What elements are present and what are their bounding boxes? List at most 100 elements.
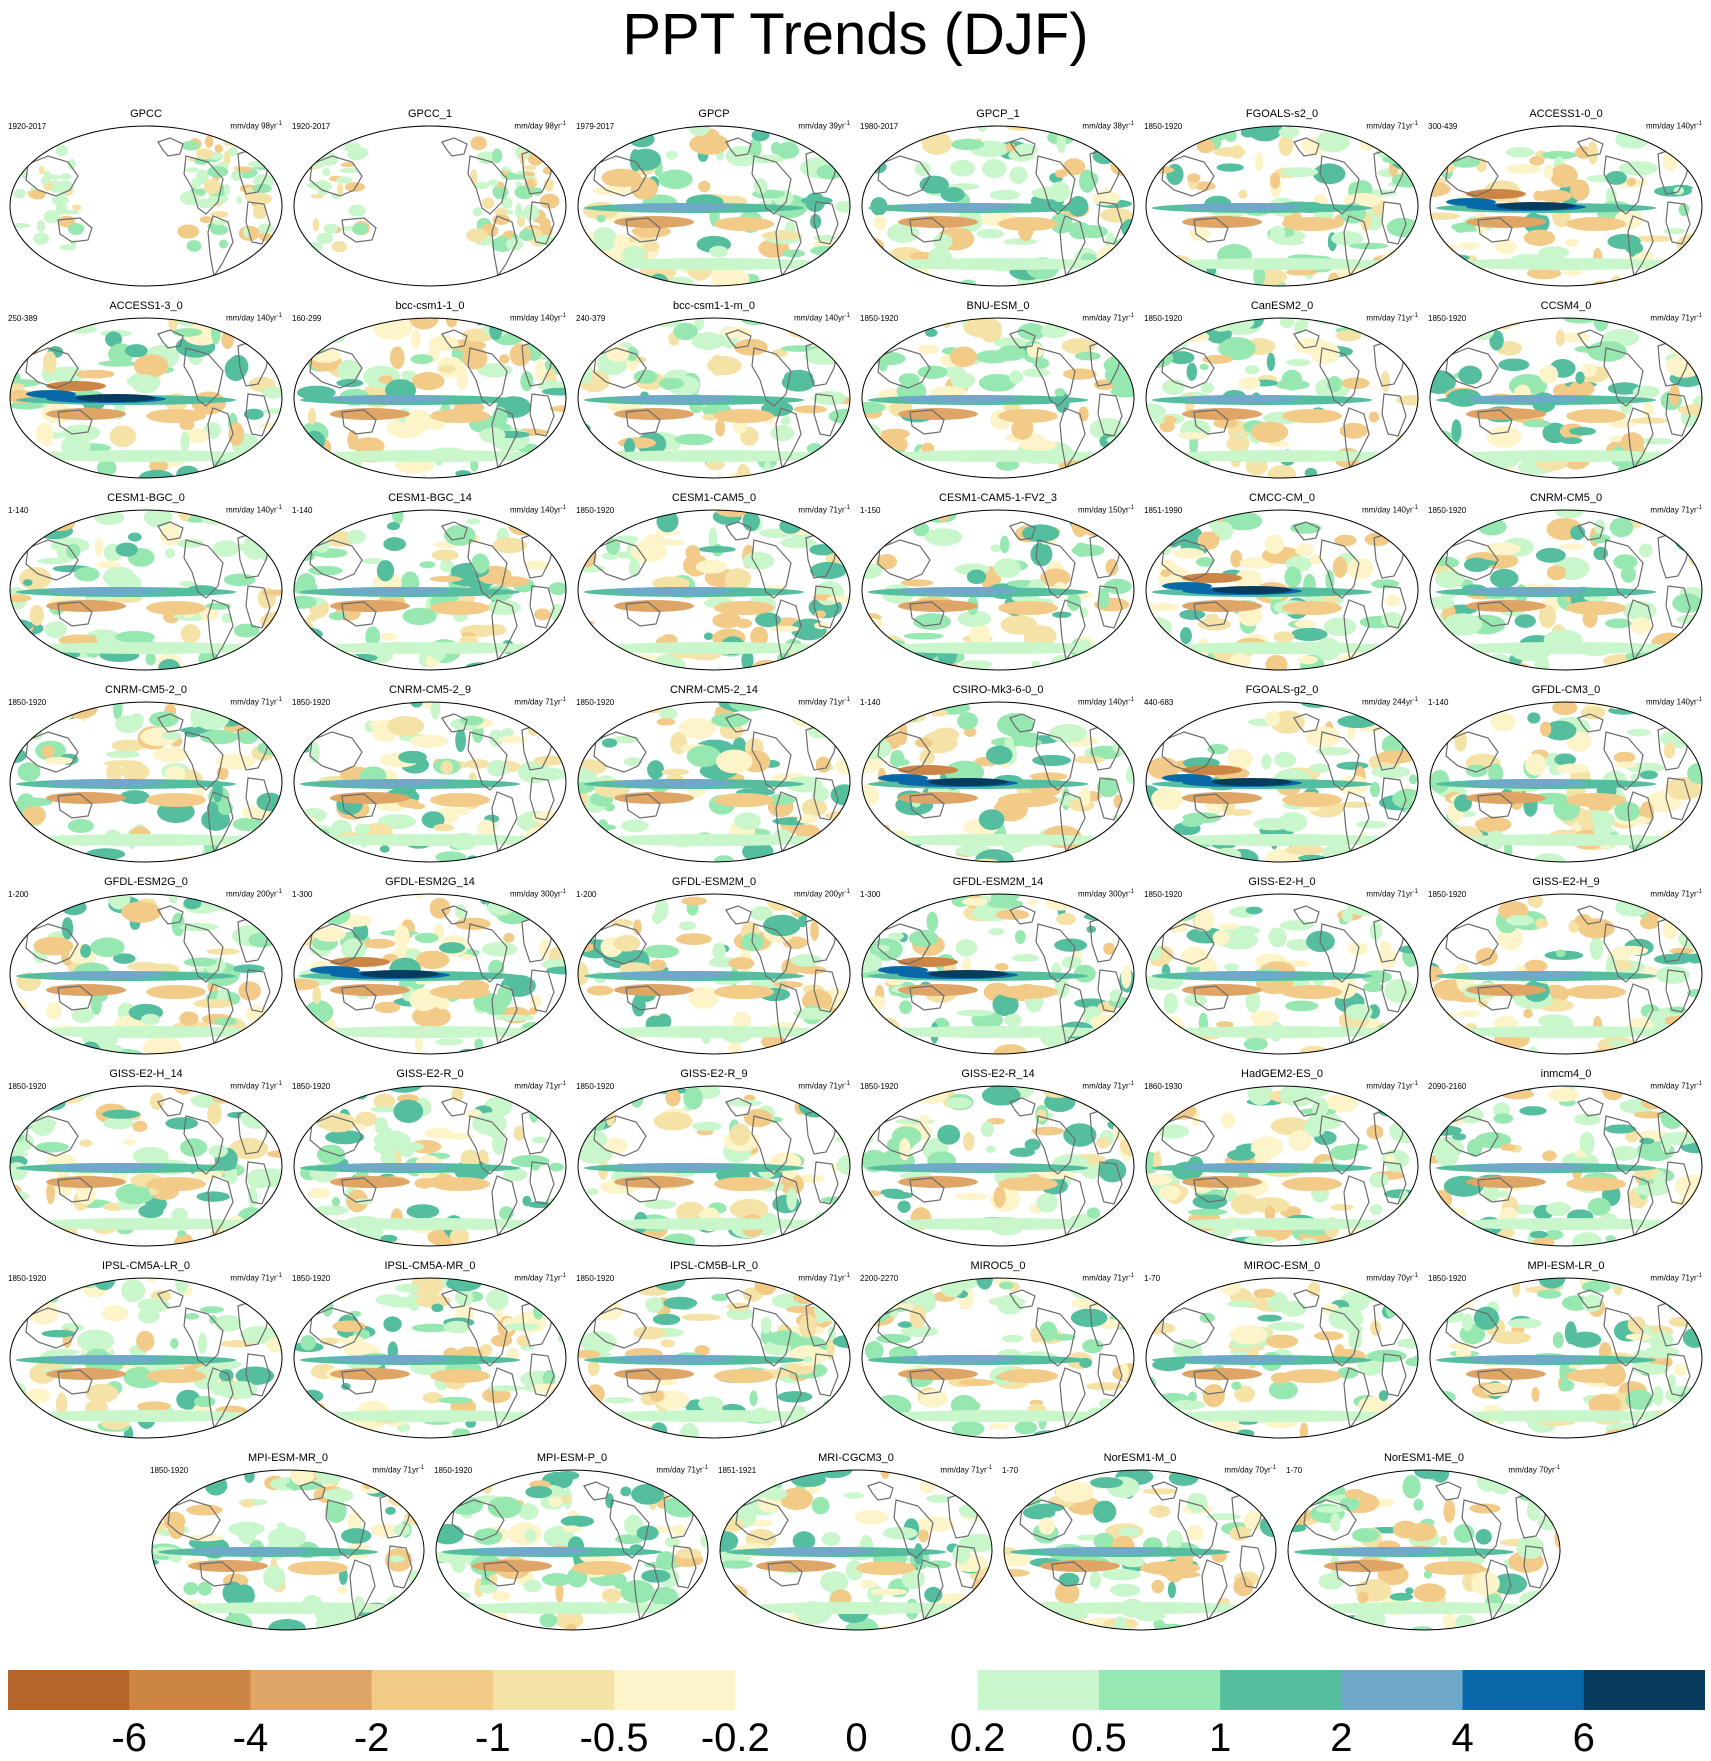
map-panel: HadGEM2-ES_0 1860-1930 mm/day 71yr-1 [1144, 1068, 1420, 1250]
panel-units: mm/day 140yr-1 [1361, 505, 1418, 515]
panel-period: 1850-1920 [576, 506, 615, 515]
panel-units: mm/day 71yr-1 [798, 1273, 850, 1283]
map-panel: GISS-E2-H_0 1850-1920 mm/day 71yr-1 [1144, 876, 1420, 1058]
map-panel-grid: GPCC 1920-2017 mm/day 98yr-1 GPCC_1 1920-201… [8, 108, 1704, 1634]
panel-units: mm/day 71yr-1 [1366, 889, 1418, 899]
panel-units: mm/day 71yr-1 [656, 1465, 708, 1475]
colorbar-tick-label: -1 [475, 1716, 511, 1760]
panel-period: 1850-1920 [1428, 890, 1467, 899]
panel-title: GISS-E2-R_14 [961, 1068, 1035, 1080]
panel-title: CNRM-CM5_0 [1529, 492, 1603, 504]
panel-title: GPCP_1 [976, 108, 1020, 120]
panel-units: mm/day 71yr-1 [230, 1081, 282, 1091]
panel-title: GPCC_1 [407, 108, 453, 120]
panel-units: mm/day 300yr-1 [509, 889, 566, 899]
panel-units: mm/day 200yr-1 [793, 889, 850, 899]
panel-period: 1850-1920 [1144, 890, 1183, 899]
panel-title: GFDL-CM3_0 [1531, 684, 1601, 696]
panel-units: mm/day 71yr-1 [1650, 889, 1702, 899]
trend-map [1429, 1277, 1703, 1439]
panel-title: ACCESS1-0_0 [1529, 108, 1603, 120]
trend-map [435, 1469, 709, 1631]
trend-map [9, 1085, 283, 1247]
map-panel: MIROC5_0 2200-2270 mm/day 71yr-1 [860, 1260, 1136, 1442]
panel-period: 1-70 [1286, 1466, 1303, 1475]
colorbar-swatch [8, 1670, 130, 1710]
map-panel: GPCP_1 1980-2017 mm/day 38yr-1 [860, 108, 1136, 290]
panel-title: MPI-ESM-MR_0 [247, 1452, 329, 1464]
map-panel: MPI-ESM-LR_0 1850-1920 mm/day 71yr-1 [1428, 1260, 1704, 1442]
panel-units: mm/day 71yr-1 [1650, 313, 1702, 323]
panel-title: MPI-ESM-LR_0 [1527, 1260, 1605, 1272]
panel-period: 1850-1920 [1428, 506, 1467, 515]
trend-map [861, 317, 1135, 479]
panel-units: mm/day 98yr-1 [230, 121, 282, 131]
map-panel: IPSL-CM5A-LR_0 1850-1920 mm/day 71yr-1 [8, 1260, 284, 1442]
panel-period: 1850-1920 [860, 1082, 899, 1091]
trend-map [1429, 317, 1703, 479]
panel-units: mm/day 140yr-1 [793, 313, 850, 323]
trend-map [9, 125, 283, 287]
panel-period: 1-140 [860, 698, 881, 707]
panel-period: 1850-1920 [434, 1466, 473, 1475]
panel-title: CESM1-BGC_14 [388, 492, 472, 504]
trend-map [1003, 1469, 1277, 1631]
trend-map [9, 701, 283, 863]
trend-map [861, 1085, 1135, 1247]
panel-units: mm/day 71yr-1 [514, 697, 566, 707]
colorbar-tick-label: -0.5 [579, 1716, 649, 1760]
colorbar-swatch [492, 1670, 615, 1710]
map-panel: IPSL-CM5B-LR_0 1850-1920 mm/day 71yr-1 [576, 1260, 852, 1442]
panel-period: 1850-1920 [292, 1082, 331, 1091]
map-panel: NorESM1-ME_0 1-70 mm/day 70yr-1 [1286, 1452, 1562, 1634]
panel-period: 1850-1920 [8, 698, 47, 707]
panel-period: 1-300 [292, 890, 313, 899]
panel-units: mm/day 71yr-1 [798, 505, 850, 515]
panel-title: bcc-csm1-1_0 [395, 300, 465, 312]
colorbar-labels: -6 -4 -2 -1 -0.5 -0.2 0 0.2 0.5 1 2 4 6 [0, 1716, 1711, 1761]
map-panel: FGOALS-s2_0 1850-1920 mm/day 71yr-1 [1144, 108, 1420, 290]
colorbar [8, 1670, 1705, 1710]
trend-map [1429, 125, 1703, 287]
page-title: PPT Trends (DJF) [622, 2, 1089, 67]
panel-title: GPCC [130, 108, 162, 120]
map-panel: CCSM4_0 1850-1920 mm/day 71yr-1 [1428, 300, 1704, 482]
trend-map [1429, 701, 1703, 863]
trend-map [1145, 1085, 1419, 1247]
colorbar-tick-label: 4 [1451, 1716, 1474, 1760]
panel-units: mm/day 71yr-1 [1650, 1273, 1702, 1283]
panel-title: CCSM4_0 [1540, 300, 1592, 312]
panel-units: mm/day 71yr-1 [514, 1273, 566, 1283]
colorbar-tick-label: -6 [111, 1716, 147, 1760]
colorbar-tick-label: 0 [845, 1716, 868, 1760]
trend-map [9, 1277, 283, 1439]
panel-units: mm/day 70yr-1 [1224, 1465, 1276, 1475]
map-panel: inmcm4_0 2090-2160 mm/day 71yr-1 [1428, 1068, 1704, 1250]
panel-title: GFDL-ESM2G_0 [104, 876, 188, 888]
panel-title: MRI-CGCM3_0 [818, 1452, 894, 1464]
panel-period: 1-200 [576, 890, 597, 899]
trend-map [1145, 893, 1419, 1055]
map-panel: MPI-ESM-P_0 1850-1920 mm/day 71yr-1 [434, 1452, 710, 1634]
trend-map [293, 317, 567, 479]
panel-title: FGOALS-g2_0 [1245, 684, 1319, 696]
colorbar-swatch [1583, 1670, 1705, 1710]
panel-period: 440-683 [1144, 698, 1174, 707]
map-panel: MIROC-ESM_0 1-70 mm/day 70yr-1 [1144, 1260, 1420, 1442]
trend-map [9, 893, 283, 1055]
panel-title: IPSL-CM5A-LR_0 [101, 1260, 191, 1272]
panel-title: CESM1-CAM5-1-FV2_3 [939, 492, 1057, 504]
panel-units: mm/day 98yr-1 [514, 121, 566, 131]
colorbar-swatch [1341, 1670, 1464, 1710]
panel-period: 1851-1990 [1144, 506, 1183, 515]
panel-title: GISS-E2-H_0 [1248, 876, 1316, 888]
panel-period: 1850-1920 [150, 1466, 189, 1475]
panel-title: CNRM-CM5-2_14 [669, 684, 759, 696]
panel-units: mm/day 244yr-1 [1361, 697, 1418, 707]
map-panel: GISS-E2-H_14 1850-1920 mm/day 71yr-1 [8, 1068, 284, 1250]
trend-map [1429, 1085, 1703, 1247]
panel-title: CNRM-CM5-2_9 [389, 684, 471, 696]
panel-units: mm/day 39yr-1 [798, 121, 850, 131]
panel-period: 1850-1920 [1428, 314, 1467, 323]
panel-period: 1-140 [8, 506, 29, 515]
